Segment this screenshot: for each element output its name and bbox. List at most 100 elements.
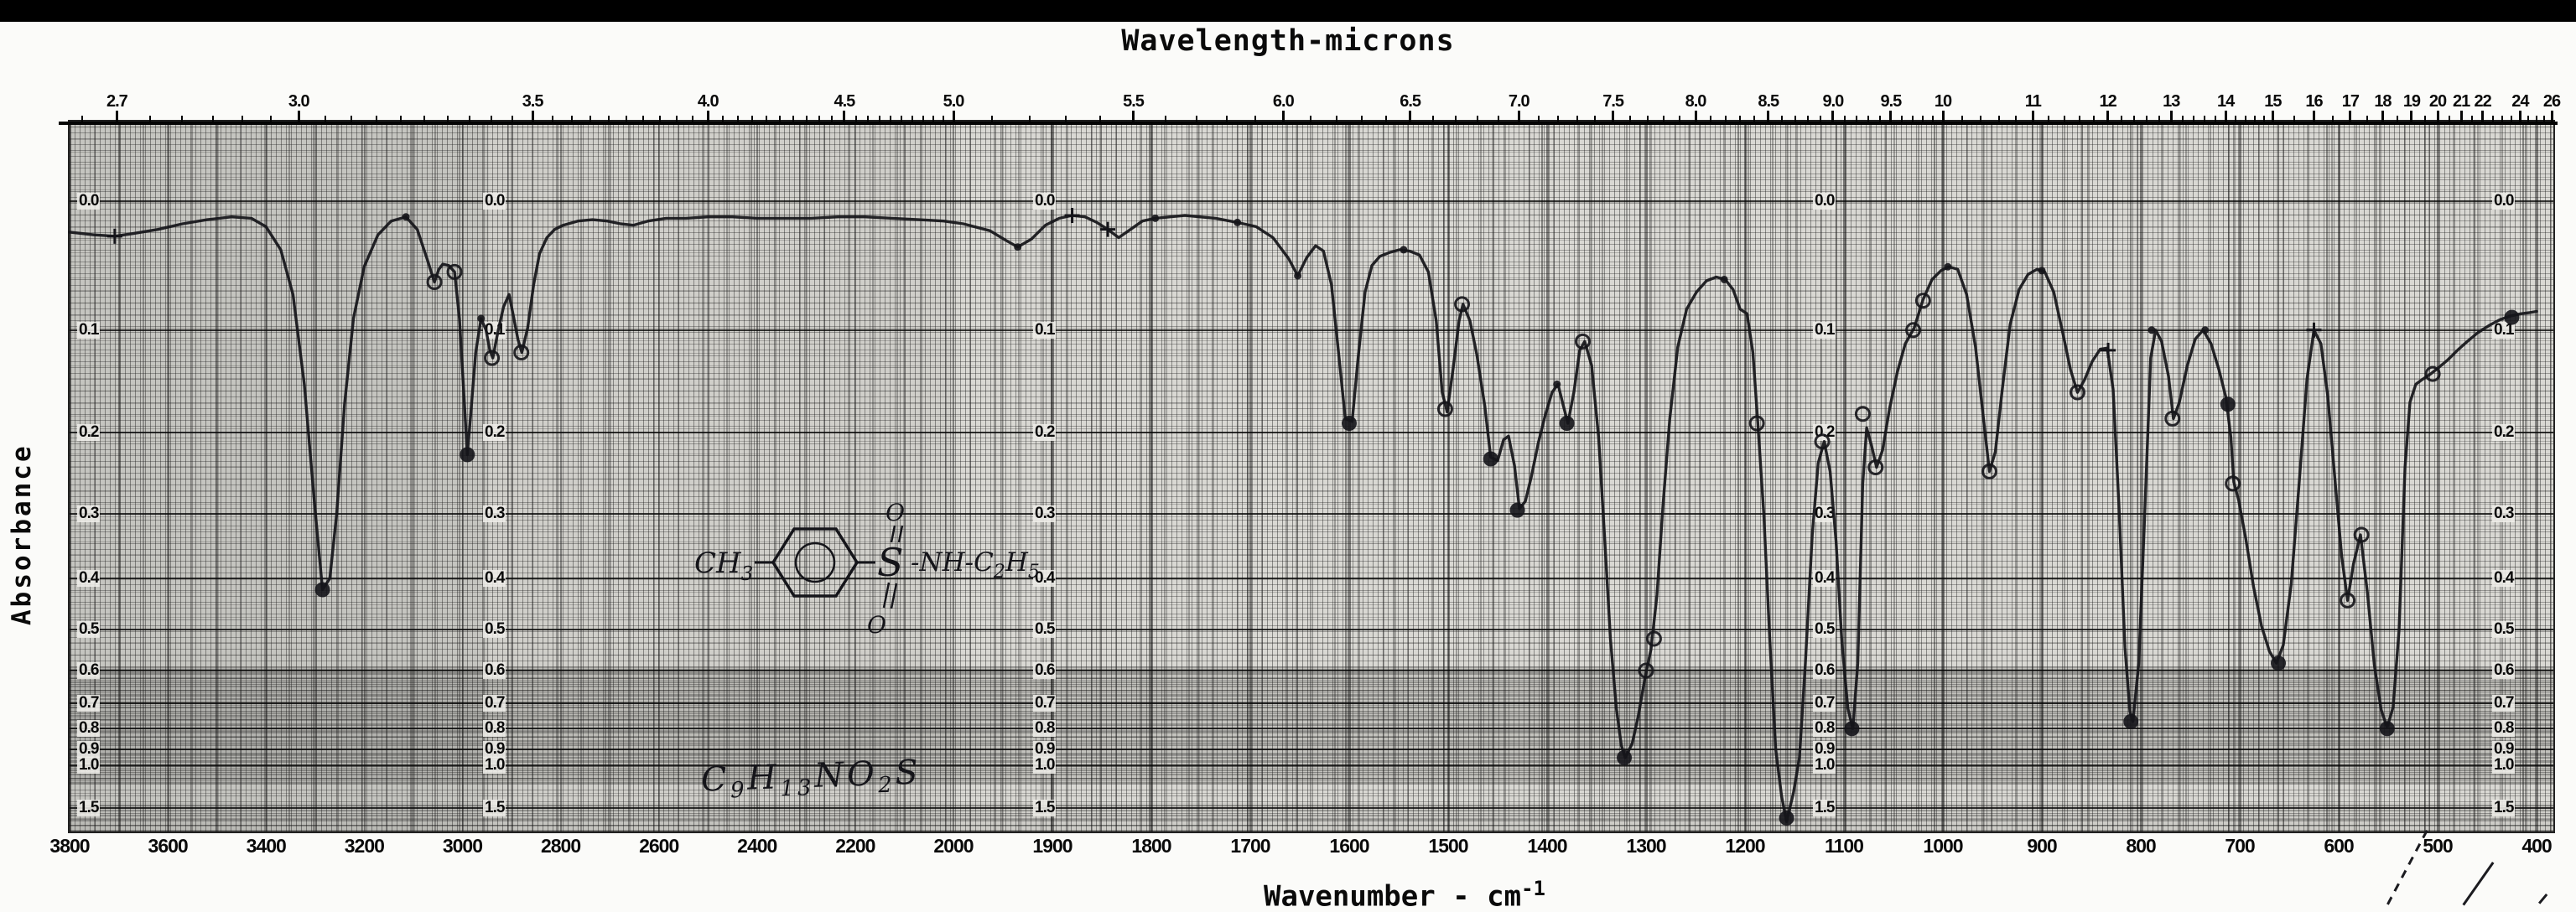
curve-dot-marker [1233,218,1242,226]
curve-blob-marker [1779,810,1794,826]
wavelength-tick-label: 3.5 [522,92,544,111]
wavenumber-tick-label: 1300 [1626,835,1666,857]
wavelength-minor-tick [1820,116,1822,122]
curve-circle-marker [2225,475,2241,492]
wavelength-major-tick [2436,111,2439,122]
wavelength-minor-tick [1997,116,2000,122]
wavelength-major-tick [1889,111,1893,122]
wavelength-tick-label: 3.0 [288,92,310,111]
wavelength-minor-tick [589,116,591,122]
absorbance-tick-label: 0.2 [1033,422,1057,441]
wavelength-minor-tick [736,116,739,122]
wavelength-minor-tick [1254,116,1256,122]
wavelength-minor-tick [2543,116,2546,122]
curve-dot-marker [1014,243,1022,251]
wavelength-tick-label: 6.0 [1272,92,1295,111]
wavelength-tick-label: 19 [2402,92,2421,111]
curve-dot-marker [1294,272,1302,280]
absorbance-grid-line [70,513,2553,515]
wavenumber-grid-line [1051,122,1054,832]
absorbance-tick-label: 1.5 [77,799,101,817]
wavenumber-tick-label: 1600 [1329,835,1369,857]
wavelength-minor-tick [2366,116,2368,122]
wavelength-major-tick [297,111,300,122]
curve-blob-marker [2379,721,2395,737]
wavelength-minor-tick [2182,116,2184,122]
wavelength-minor-tick [2423,116,2426,122]
wavelength-minor-tick [922,116,924,122]
wavelength-major-tick [2459,111,2463,122]
absorbance-tick-label: 0.7 [2492,693,2516,712]
wavelength-minor-tick [642,116,645,122]
absorbance-tick-label: 0.7 [483,693,506,712]
wavelength-tick-label: 15 [2264,92,2282,111]
wavelength-minor-tick [867,116,870,122]
wavelength-major-tick [1767,111,1770,122]
wavenumber-grid-line [1644,122,1648,832]
wavelength-tick-label: 5.0 [943,92,965,111]
wavelength-minor-tick [81,116,84,122]
benzene-ring [771,527,860,598]
wavelength-minor-tick [1432,116,1435,122]
absorbance-grid-line [70,431,2553,433]
wavenumber-axis-label: Wavenumber - cm-1 [0,877,2576,912]
wavenumber-axis-label-text: Wavenumber - cm [1264,879,1522,912]
wavenumber-tick-label: 1200 [1725,835,1765,857]
curve-circle-marker [426,273,443,290]
wavelength-tick-label: 8.5 [1758,92,1779,111]
curve-circle-marker [1814,433,1831,450]
absorbance-tick-label: 0.0 [1033,192,1057,210]
absorbance-tick-label: 0.3 [483,505,506,522]
curve-circle-marker [1748,415,1765,432]
wavelength-minor-tick [2048,116,2050,122]
curve-circle-marker [1454,296,1471,313]
absorbance-tick-label: 1.0 [2492,756,2516,775]
wavelength-minor-tick [1739,116,1742,122]
wavelength-minor-tick [2093,116,2095,122]
wavelength-minor-tick [2527,116,2530,122]
wavelength-major-tick [952,111,955,122]
wavelength-minor-tick [2133,116,2136,122]
absorbance-tick-label: 0.2 [483,422,506,441]
absorbance-tick-label: 0.4 [1033,569,1057,588]
wavelength-minor-tick [211,116,214,122]
wavelength-minor-tick [1538,116,1540,122]
wavelength-major-tick [2381,111,2384,122]
curve-blob-marker [2220,396,2236,412]
wavelength-minor-tick [911,116,914,122]
wavelength-minor-tick [1164,116,1166,122]
formula-part: H [746,758,781,798]
wavelength-major-tick [843,111,846,122]
wavelength-minor-tick [1098,116,1101,122]
wavenumber-tick-label: 3200 [344,835,385,857]
wavelength-minor-tick [1335,116,1337,122]
wavelength-minor-tick [2158,116,2161,122]
curve-circle-marker [2353,526,2370,543]
absorbance-tick-label: 0.2 [2492,422,2516,441]
absorbance-tick-label: 0.4 [77,569,101,588]
wavelength-minor-tick [2244,116,2246,122]
wavelength-minor-tick [1064,116,1067,122]
wavelength-minor-tick [400,116,402,122]
absorbance-tick-label: 0.9 [1813,739,1836,758]
wavelength-minor-tick [551,116,553,122]
wavelength-minor-tick [1780,116,1783,122]
curve-blob-marker [460,447,475,463]
wavelength-minor-tick [325,116,327,122]
absorbance-tick-label: 0.5 [77,620,101,639]
wavelength-minor-tick [1576,116,1578,122]
wavenumber-tick-label: 3000 [442,835,483,857]
wavelength-minor-tick [1646,116,1649,122]
wavelength-minor-tick [2120,116,2122,122]
wavenumber-tick-label: 3400 [246,835,287,857]
curve-blob-marker [2123,713,2139,729]
absorbance-tick-label: 0.3 [77,505,101,522]
wavelength-tick-label: 11 [2024,92,2042,111]
wavelength-minor-tick [2063,116,2065,122]
wavelength-tick-label: 22 [2474,92,2492,111]
absorbance-tick-label: 0.9 [483,739,506,758]
wavelength-minor-tick [932,116,935,122]
wavelength-minor-tick [1980,116,1982,122]
wavelength-major-tick [2518,111,2521,122]
